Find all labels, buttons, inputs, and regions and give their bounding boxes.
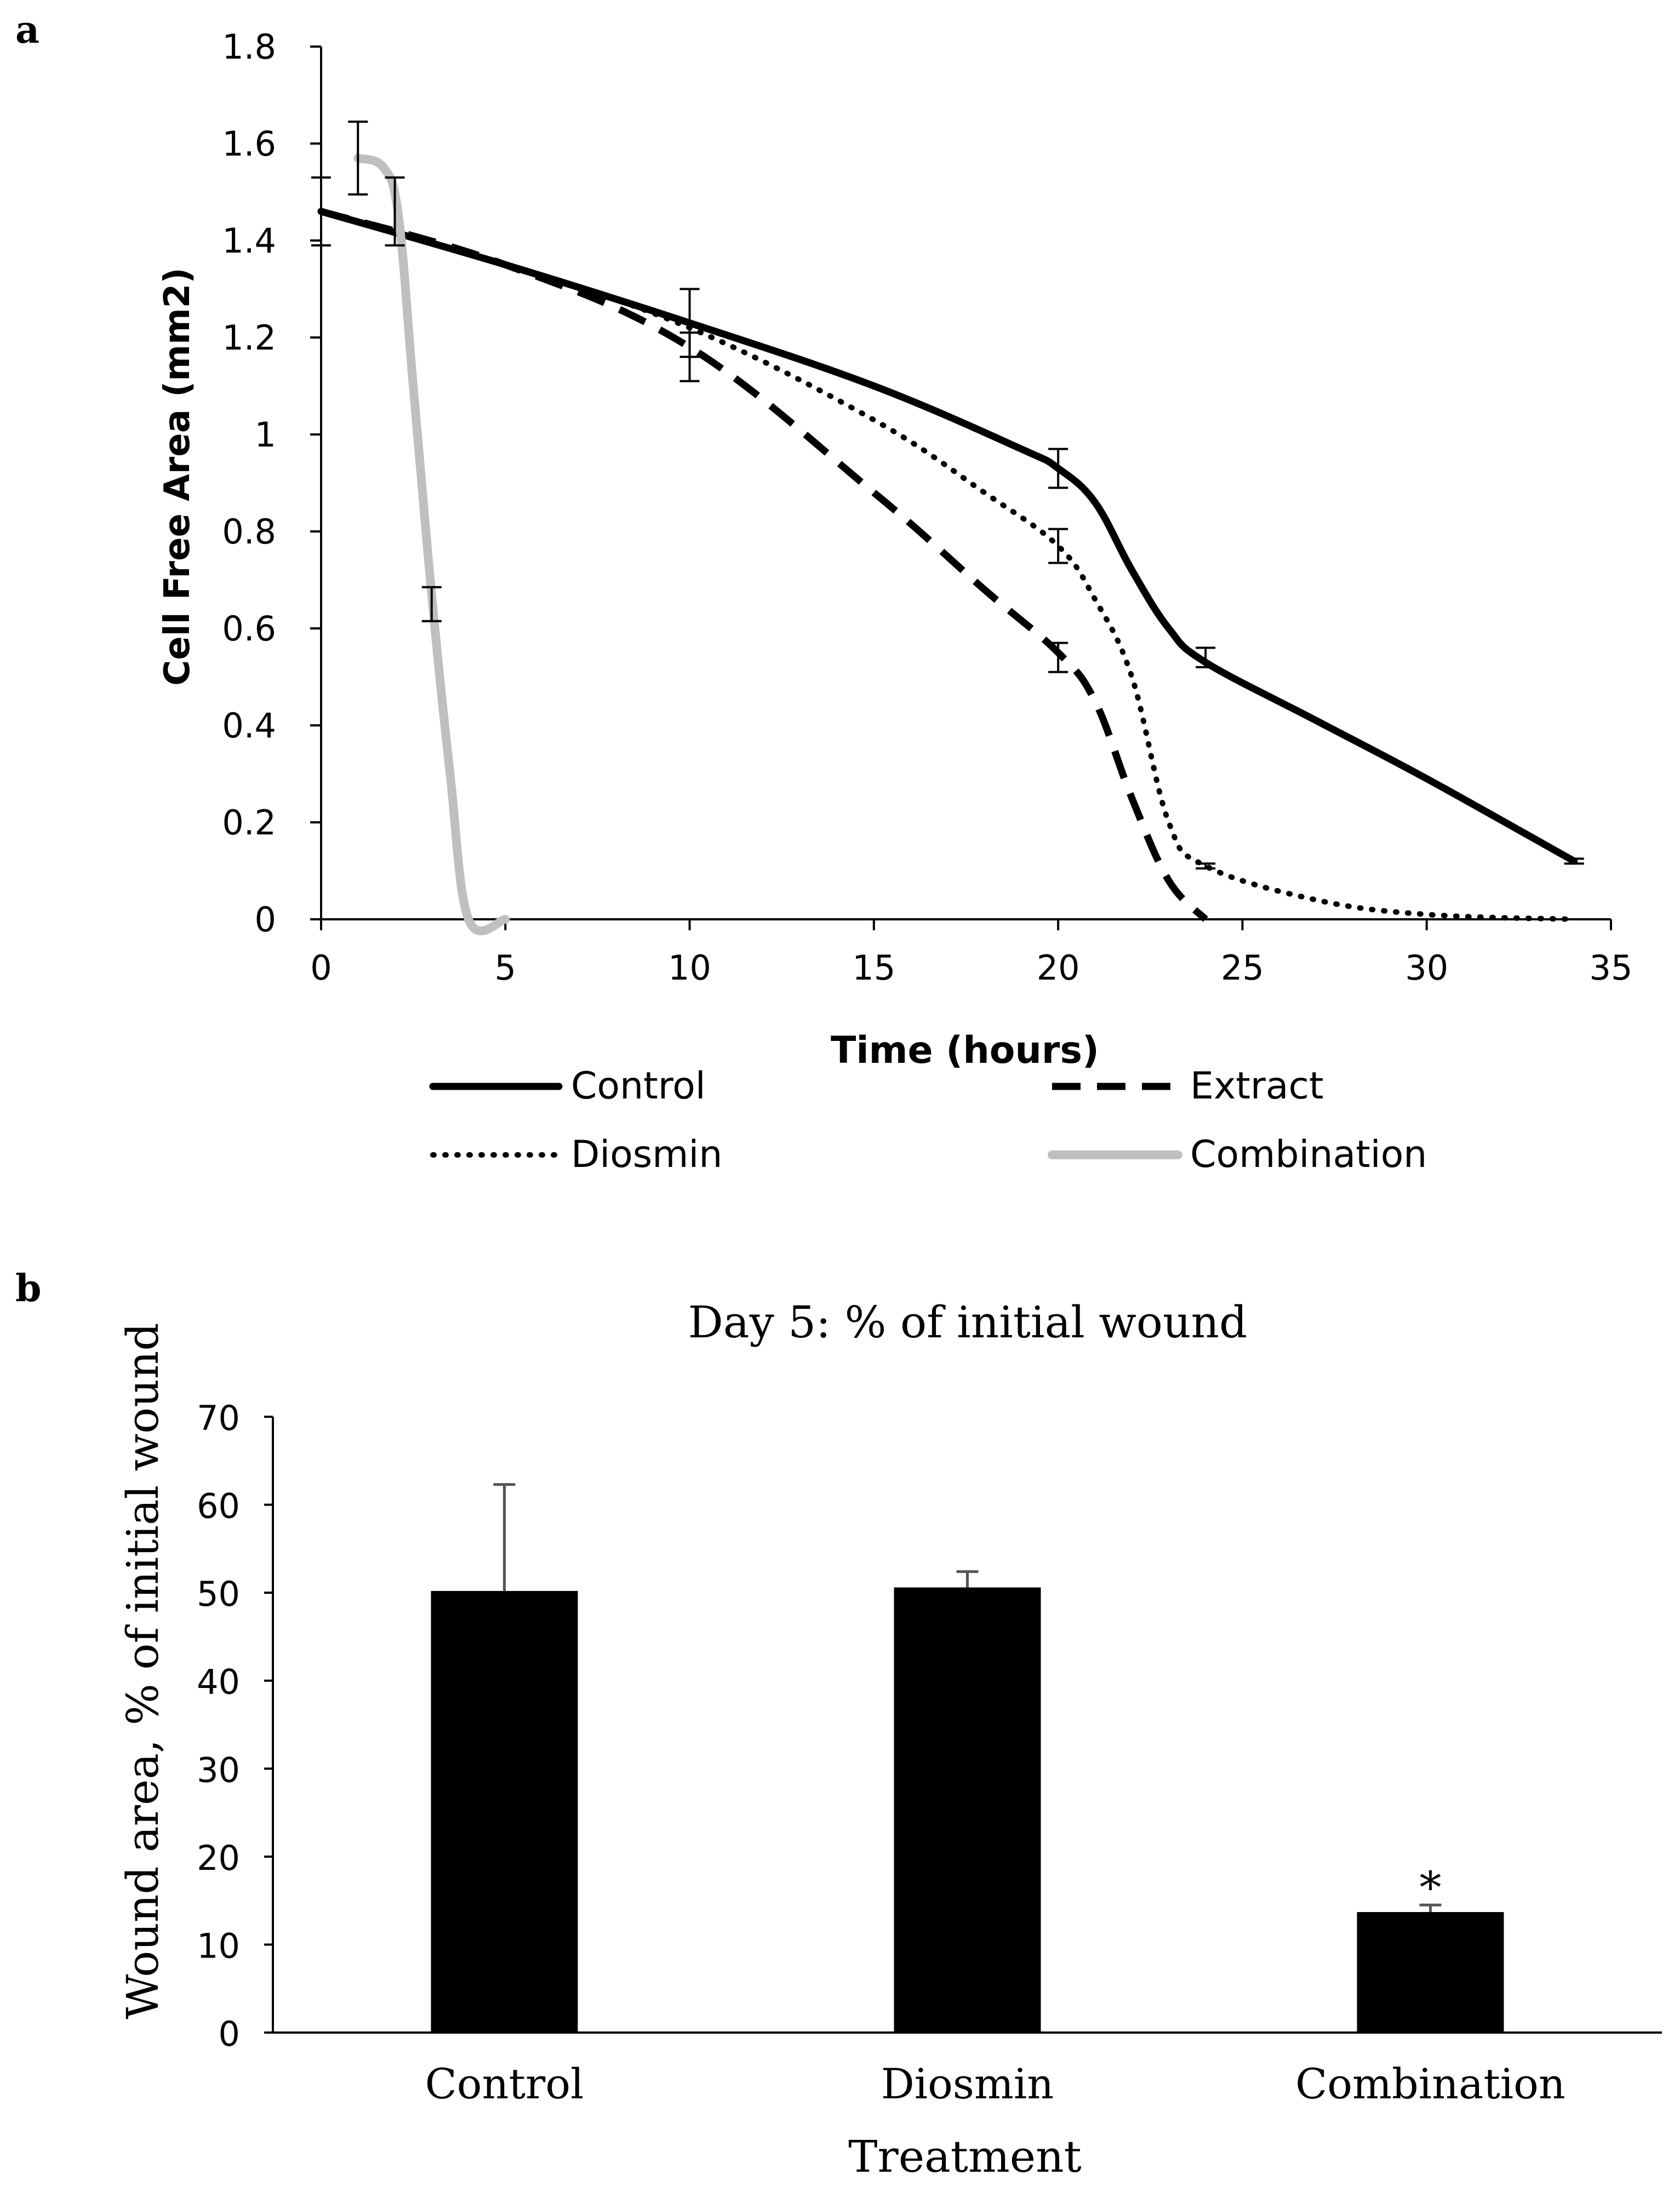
y-tick-label: 0 [219, 2014, 240, 2054]
y-tick-label: 10 [197, 1926, 240, 1966]
y-tick-label: 1.4 [222, 221, 276, 261]
legend-label-control: Control [571, 1064, 706, 1108]
panel-label-b: b [15, 1267, 42, 1310]
series-line-extract [320, 208, 1208, 922]
error-bar-extract [1048, 642, 1068, 673]
legend-label-diosmin: Diosmin [571, 1133, 723, 1176]
chart-a-error-bars [311, 121, 1584, 870]
error-bar-control [1196, 646, 1216, 668]
y-tick-label: 1 [255, 415, 276, 455]
chart-a-axes [310, 45, 1612, 930]
chart-a-y-axis-label: Cell Free Area (mm2) [157, 267, 198, 685]
y-tick-label: 1.8 [222, 27, 276, 67]
y-tick-label: 0.2 [222, 803, 276, 843]
bar-group-combination: * [1357, 1862, 1504, 2033]
x-tick-label: Control [425, 2059, 584, 2108]
y-tick-label: 0.4 [222, 706, 276, 746]
chart-b-x-axis-label: Treatment [848, 2131, 1082, 2182]
legend-label-extract: Extract [1190, 1064, 1324, 1108]
x-tick-label: 5 [495, 948, 516, 988]
y-tick-label: 0.8 [222, 512, 276, 552]
chart-a-tick-labels: 0 5 10 15 20 25 30 35 0 0.2 0.4 0.6 0.8 1 1.2 1.4 1.6 1.8 [222, 27, 1632, 988]
x-tick-label: 30 [1405, 948, 1448, 988]
y-tick-label: 1.2 [222, 318, 276, 358]
bar-diosmin [894, 1587, 1041, 2033]
chart-a-legend: Control Extract Diosmin Combination [429, 1064, 1427, 1176]
bar-group-control [431, 1483, 578, 2033]
error-bar-combination [348, 121, 368, 196]
line-chart: 0 5 10 15 20 25 30 35 0 0.2 0.4 0.6 0.8 1 1.2 1.4 1.6 1.8… [157, 27, 1632, 1176]
y-tick-label: 50 [197, 1574, 240, 1614]
bar-control [431, 1590, 578, 2033]
significance-marker: * [1420, 1862, 1442, 1913]
x-tick-label: 15 [852, 948, 895, 988]
x-tick-label: Diosmin [881, 2059, 1054, 2108]
x-tick-label: 20 [1037, 948, 1080, 988]
x-tick-label: 0 [310, 948, 332, 988]
bar-group-diosmin [894, 1570, 1041, 2033]
chart-a-series [317, 153, 1578, 936]
x-tick-label: 25 [1221, 948, 1264, 988]
error-bar-control [1048, 448, 1068, 489]
error-bar-diosmin [1048, 528, 1068, 564]
y-tick-label: 30 [197, 1750, 240, 1790]
chart-b-title: Day 5: % of initial wound [688, 1297, 1247, 1348]
error-bar-extract [679, 331, 700, 382]
y-tick-label: 60 [197, 1486, 240, 1526]
error-bar-combination [421, 586, 442, 622]
y-tick-label: 20 [197, 1838, 240, 1878]
y-tick-label: 70 [197, 1398, 240, 1438]
y-tick-label: 0.6 [222, 609, 276, 649]
error-bar-control [1564, 857, 1584, 865]
legend-label-combination: Combination [1190, 1133, 1427, 1176]
x-tick-label: 35 [1590, 948, 1633, 988]
series-line-combination [353, 153, 510, 936]
panel-label-a: a [15, 8, 39, 52]
bar-chart: Day 5: % of initial wound * 0 10 20 30 40 50 6… [117, 1297, 1662, 2182]
bar-combination [1357, 1912, 1504, 2033]
error-bar-control [311, 176, 331, 247]
chart-b-bars: * [431, 1483, 1504, 2033]
y-tick-label: 40 [197, 1662, 240, 1702]
x-tick-label: Combination [1295, 2059, 1565, 2108]
error-bar-diosmin [1196, 862, 1216, 870]
chart-a-x-axis-label: Time (hours) [831, 1029, 1099, 1072]
error-bar-extract [385, 176, 405, 247]
series-line-control [317, 208, 1578, 865]
y-tick-label: 1.6 [222, 124, 276, 164]
y-tick-label: 0 [255, 900, 276, 940]
chart-b-y-axis-label: Wound area, % of initial wound [117, 1323, 168, 2019]
series-line-diosmin [318, 208, 1577, 922]
chart-b-tick-labels: 0 10 20 30 40 50 60 70 Control Diosmin Combination [197, 1398, 1565, 2108]
x-tick-label: 10 [668, 948, 711, 988]
